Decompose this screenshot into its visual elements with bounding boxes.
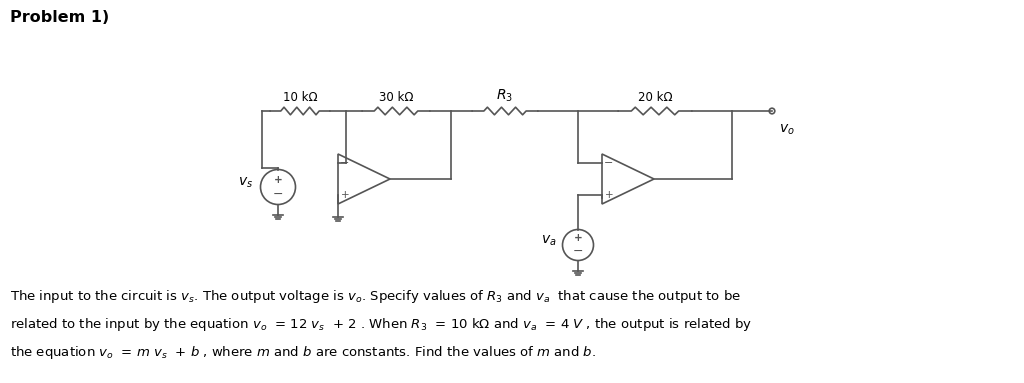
Text: related to the input by the equation $v_o$  = 12 $v_s$  + 2 . When $R_3$  = 10 k: related to the input by the equation $v_… [10,316,753,333]
Text: $v_o$: $v_o$ [779,123,795,137]
Text: The input to the circuit is $v_s$. The output voltage is $v_o$. Specify values o: The input to the circuit is $v_s$. The o… [10,288,741,305]
Text: −: − [340,158,349,168]
Text: −: − [604,158,613,168]
Text: $R_3$: $R_3$ [497,88,513,104]
Text: +: + [573,234,583,244]
Text: $v_a$: $v_a$ [541,234,556,248]
Text: 20 kΩ: 20 kΩ [638,91,673,104]
Text: −: − [572,245,584,258]
Text: +: + [605,190,613,200]
Text: Problem 1): Problem 1) [10,10,110,25]
Text: 10 kΩ: 10 kΩ [283,91,317,104]
Text: −: − [272,188,284,201]
Text: 30 kΩ: 30 kΩ [379,91,414,104]
Text: +: + [273,175,283,185]
Text: +: + [341,190,349,200]
Text: the equation $v_o$  = $m$ $v_s$  + $b$ , where $m$ and $b$ are constants. Find t: the equation $v_o$ = $m$ $v_s$ + $b$ , w… [10,344,596,361]
Text: $v_s$: $v_s$ [239,176,254,190]
